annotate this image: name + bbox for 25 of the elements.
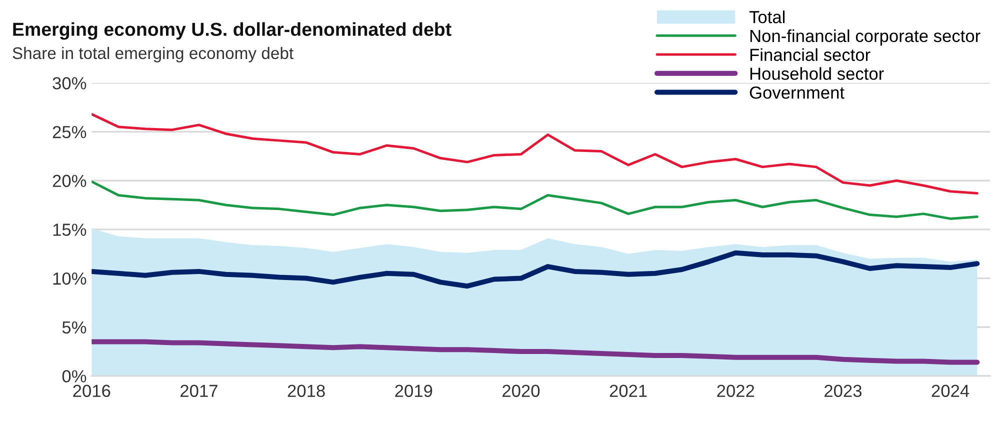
y-tick-label: 5%	[62, 321, 86, 334]
x-tick-label: 2020	[502, 384, 540, 398]
y-tick-label: 10%	[53, 272, 86, 285]
x-tick-label: 2019	[395, 384, 432, 398]
y-tick-label: 15%	[53, 224, 86, 236]
y-tick-label: 0%	[62, 370, 86, 382]
legend-label: Government	[750, 86, 844, 99]
x-tick-label: 2018	[288, 384, 325, 398]
line-series	[92, 112, 978, 195]
legend-label: Total	[749, 10, 785, 24]
x-tick-label: 2016	[73, 384, 110, 398]
y-tick-label: 25%	[52, 126, 86, 138]
line-series	[92, 180, 978, 220]
y-tick-label: 20%	[52, 174, 86, 188]
x-tick-label: 2021	[610, 384, 647, 398]
x-tick-label: 2024	[932, 384, 970, 398]
x-tick-label: 2017	[180, 384, 218, 398]
chart-title: Emerging economy U.S. dollar-denominated debt	[13, 22, 452, 40]
legend-label: Financial sector	[750, 48, 870, 62]
legend-label: Non-financial corporate sector	[750, 29, 980, 46]
chart-subtitle: Share in total emerging economy debt	[12, 46, 294, 62]
legend-label: Household sector	[750, 67, 884, 80]
y-tick-label: 30%	[52, 77, 86, 90]
x-tick-label: 2023	[824, 384, 862, 398]
x-tick-label: 2022	[717, 384, 754, 398]
